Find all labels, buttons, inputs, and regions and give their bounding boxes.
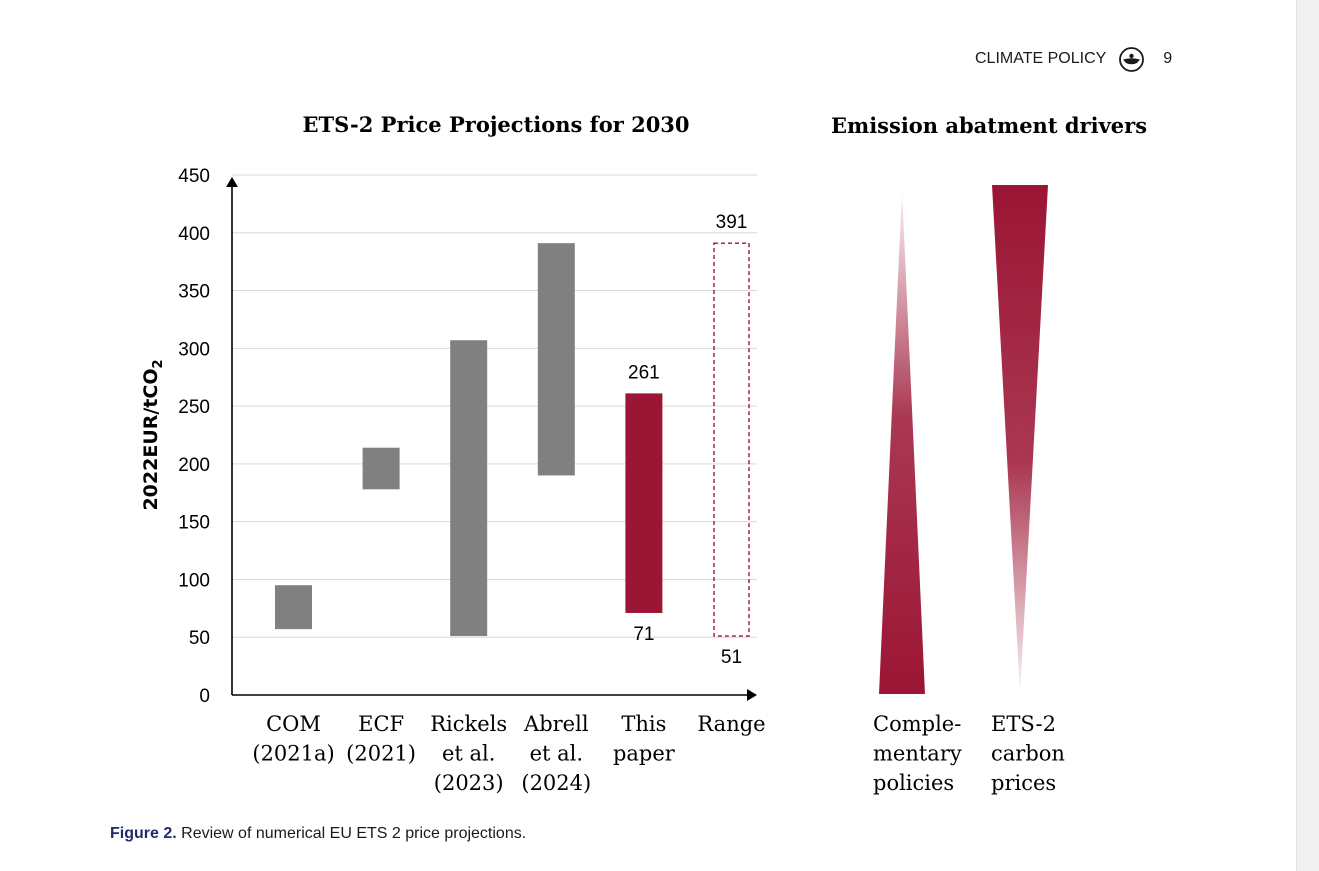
caption-text: Review of numerical EU ETS 2 price proje… — [181, 825, 527, 842]
y-axis-arrow — [226, 177, 238, 187]
x-tick-label: This — [621, 712, 666, 736]
axes — [226, 177, 757, 701]
caption-label: Figure 2. — [110, 825, 177, 842]
x-tick-label: COM — [266, 712, 321, 736]
y-tick-label: 450 — [178, 166, 210, 187]
y-tick-label: 200 — [178, 455, 210, 476]
y-tick-label: 350 — [178, 282, 210, 303]
x-axis-arrow — [747, 689, 757, 701]
range-bar — [450, 340, 488, 637]
x-tick-label: Range — [697, 712, 765, 736]
x-tick-label: ECF — [358, 712, 404, 736]
x-tick-label: Rickels — [430, 712, 507, 736]
gridlines — [232, 174, 757, 638]
x-tick-label: (2023) — [434, 771, 504, 795]
x-tick-label: (2024) — [521, 771, 591, 795]
data-label: 71 — [633, 624, 654, 645]
figure-2: ETS-2 Price Projections for 2030 2022EUR/… — [140, 112, 1147, 795]
range-bar — [625, 393, 663, 613]
y-tick-label: 0 — [199, 686, 210, 707]
driver-wedge — [992, 185, 1048, 694]
scrollbar[interactable] — [1296, 0, 1319, 871]
driver-label: mentary — [873, 742, 962, 766]
y-tick-label: 150 — [178, 513, 210, 534]
y-tick-label: 50 — [189, 628, 210, 649]
driver-wedge — [879, 190, 925, 694]
driver-label: Comple- — [873, 712, 961, 736]
range-bar-dashed — [713, 242, 750, 637]
abatement-drivers-panel: Emission abatment drivers Comple-mentary p… — [831, 113, 1147, 795]
y-tick-label: 100 — [178, 570, 210, 591]
bars — [275, 242, 750, 637]
x-tick-label: (2021) — [346, 742, 416, 766]
journal-logo-icon — [1119, 46, 1145, 72]
range-bar — [275, 585, 312, 630]
data-label: 51 — [721, 647, 742, 668]
driver-label: ETS-2 — [991, 712, 1056, 736]
data-label: 261 — [628, 362, 660, 383]
x-tick-label: et al. — [442, 742, 495, 766]
x-tick-label: et al. — [530, 742, 583, 766]
journal-name: CLIMATE POLICY — [975, 50, 1107, 67]
running-head: CLIMATE POLICY 9 — [975, 46, 1172, 72]
driver-label: carbon — [991, 742, 1065, 766]
driver-label: policies — [873, 771, 954, 795]
y-tick-label: 400 — [178, 224, 210, 245]
x-tick-label: paper — [613, 742, 676, 766]
labels: ETS-2 Price Projections for 2030 2022EUR/… — [140, 112, 766, 795]
chart-title: ETS-2 Price Projections for 2030 — [302, 112, 689, 137]
data-label: 391 — [716, 212, 748, 233]
y-tick-label: 300 — [178, 339, 210, 360]
driver-label: prices — [991, 771, 1056, 795]
x-tick-label: (2021a) — [252, 742, 334, 766]
figure-caption: Figure 2. Review of numerical EU ETS 2 p… — [110, 825, 526, 843]
y-axis-label: 2022EUR/tCO2 — [140, 359, 166, 510]
range-bar — [362, 447, 400, 490]
range-bar — [537, 243, 575, 476]
panel-title: Emission abatment drivers — [831, 113, 1147, 138]
y-tick-label: 250 — [178, 397, 210, 418]
page-number: 9 — [1163, 50, 1173, 67]
x-tick-label: Abrell — [523, 712, 589, 736]
